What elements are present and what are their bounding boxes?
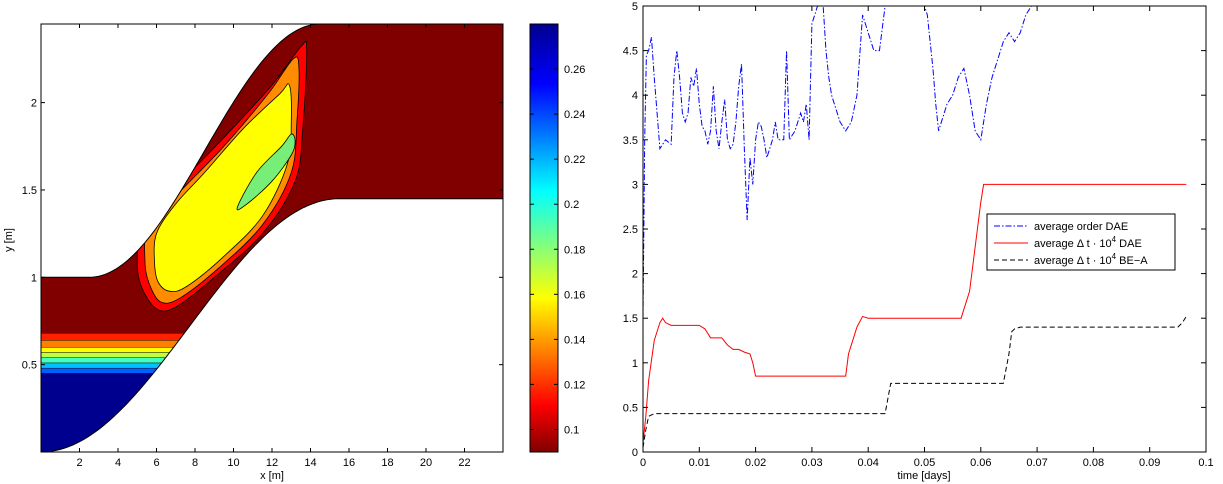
series-line-2 (642, 316, 1187, 448)
right-y-tick-label: 0 (632, 447, 638, 459)
right-y-tick-label: 4.5 (623, 46, 638, 58)
right-x-tick-label: 0.1 (1198, 457, 1213, 469)
colorbar: 0.1 0.12 0.14 0.16 0.18 0.2 0.22 0.24 0.26 (529, 23, 585, 453)
series-line-0 (642, 5, 1187, 319)
left-x-tick-label: 6 (153, 457, 159, 469)
right-y-tick-label: 1.5 (623, 313, 638, 325)
legend: average order DAE average Δ t · 104 DAE … (986, 213, 1176, 271)
right-x-tick-label: 0.03 (801, 457, 822, 469)
left-y-tick-label: 1.5 (22, 185, 37, 197)
contour-level-2 (153, 83, 292, 292)
right-x-tick-label: 0.04 (857, 457, 878, 469)
colorbar-tick-label: 0.12 (564, 379, 585, 391)
right-x-ticks: 0 0.01 0.02 0.03 0.04 0.05 0.06 0.07 0.08 0.09 0.1 (640, 6, 1214, 469)
colorbar-tick-label: 0.14 (564, 334, 585, 346)
right-x-tick-label: 0.06 (970, 457, 991, 469)
right-x-tick-label: 0.02 (745, 457, 766, 469)
right-y-ticks: 0 0.5 1 1.5 2 2.5 3 3.5 4 4.5 5 (623, 1, 1206, 459)
colorbar-gradient (530, 24, 558, 452)
left-y-tick-label: 0.5 (22, 360, 37, 372)
concentration-contour-plot: 2 4 6 8 10 12 14 16 18 20 22 0.5 1 1.5 2 x [m] y [m] (3, 23, 504, 482)
colorbar-tick-label: 0.24 (564, 109, 585, 121)
right-x-tick-label: 0.09 (1139, 457, 1160, 469)
colorbar-tick-label: 0.1 (564, 424, 579, 436)
right-y-tick-label: 5 (632, 1, 638, 13)
right-x-tick-label: 0.01 (689, 457, 710, 469)
left-x-tick-label: 20 (420, 457, 432, 469)
left-x-tick-label: 14 (304, 457, 316, 469)
timestep-line-chart: 0 0.01 0.02 0.03 0.04 0.05 0.06 0.07 0.08 0.09 0.1… (623, 1, 1214, 482)
right-x-tick-label: 0.05 (914, 457, 935, 469)
lower-boundary-line (41, 198, 503, 452)
legend-box (986, 213, 1176, 271)
legend-label-order: average order DAE (1034, 221, 1128, 233)
right-y-tick-label: 4 (632, 90, 638, 102)
left-x-tick-label: 18 (381, 457, 393, 469)
upper-boundary-line (41, 24, 503, 278)
colorbar-frame (529, 23, 559, 453)
series-line-1 (642, 183, 1187, 444)
colorbar-tick-label: 0.22 (564, 154, 585, 166)
right-y-tick-label: 3.5 (623, 135, 638, 147)
left-y-ticks: 0.5 1 1.5 2 (22, 98, 503, 372)
left-x-tick-label: 10 (227, 457, 239, 469)
right-x-tick-label: 0.07 (1026, 457, 1047, 469)
right-y-tick-label: 2.5 (623, 224, 638, 236)
legend-label-dae: average Δ t · 104 DAE (1034, 235, 1142, 250)
colorbar-tick-label: 0.16 (564, 289, 585, 301)
left-x-tick-label: 16 (343, 457, 355, 469)
left-x-tick-label: 2 (76, 457, 82, 469)
right-y-tick-label: 3 (632, 179, 638, 191)
left-y-tick-label: 2 (31, 98, 37, 110)
left-x-tick-label: 22 (458, 457, 470, 469)
right-y-tick-label: 1 (632, 358, 638, 370)
colorbar-tick-label: 0.2 (564, 199, 579, 211)
legend-label-bea: average Δ t · 104 BE−A (1034, 252, 1148, 267)
left-x-tick-label: 4 (115, 457, 121, 469)
contour-level-3 (236, 133, 296, 211)
left-y-tick-label: 1 (31, 272, 37, 284)
right-x-tick-label: 0.08 (1083, 457, 1104, 469)
colorbar-ticks: 0.1 0.12 0.14 0.16 0.18 0.2 0.22 0.24 0.26 (530, 64, 585, 436)
right-y-tick-label: 0.5 (623, 402, 638, 414)
colorbar-tick-label: 0.26 (564, 64, 585, 76)
right-x-tick-label: 0 (640, 457, 646, 469)
left-x-tick-label: 12 (266, 457, 278, 469)
left-x-ticks: 2 4 6 8 10 12 14 16 18 20 22 (76, 24, 471, 469)
left-x-axis-label: x [m] (260, 470, 284, 482)
right-y-tick-label: 2 (632, 269, 638, 281)
right-x-axis-label: time [days] (897, 470, 950, 482)
colorbar-tick-label: 0.18 (564, 244, 585, 256)
left-x-tick-label: 8 (192, 457, 198, 469)
right-series-group (642, 5, 1187, 448)
left-y-axis-label: y [m] (3, 228, 15, 252)
